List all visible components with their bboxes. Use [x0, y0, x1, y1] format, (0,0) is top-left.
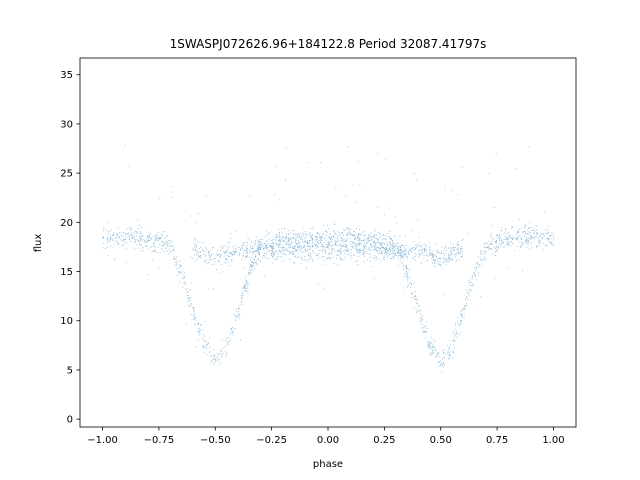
- y-tick-label: 20: [60, 218, 73, 229]
- x-tick-label: 0.00: [317, 435, 339, 446]
- y-tick-label: 25: [60, 169, 73, 180]
- y-axis: 0 5 10 15 20 25 30 35: [60, 70, 80, 426]
- x-tick-label: 0.75: [486, 435, 508, 446]
- x-tick-label: 0.50: [430, 435, 452, 446]
- y-tick-label: 30: [60, 119, 73, 130]
- y-tick-label: 15: [60, 267, 73, 278]
- x-tick-label: −0.50: [200, 435, 231, 446]
- x-tick-label: 0.25: [373, 435, 395, 446]
- scatter-points: [102, 144, 555, 373]
- y-tick-label: 35: [60, 70, 73, 81]
- x-tick-label: −0.25: [256, 435, 287, 446]
- x-tick-label: 1.00: [542, 435, 564, 446]
- y-tick-label: 5: [67, 365, 73, 376]
- data-points: [102, 144, 555, 373]
- chart-title: 1SWASPJ072626.96+184122.8 Period 32087.4…: [170, 37, 487, 51]
- y-tick-label: 10: [60, 316, 73, 327]
- y-axis-label: flux: [33, 234, 44, 253]
- x-tick-label: −1.00: [87, 435, 118, 446]
- data-points: [192, 158, 464, 296]
- x-tick-label: −0.75: [144, 435, 175, 446]
- y-tick-label: 0: [67, 415, 73, 426]
- x-axis: −1.00 −0.75 −0.50 −0.25 0.00 0.25 0.50 0.75 1.00: [87, 427, 565, 446]
- x-axis-label: phase: [313, 459, 343, 470]
